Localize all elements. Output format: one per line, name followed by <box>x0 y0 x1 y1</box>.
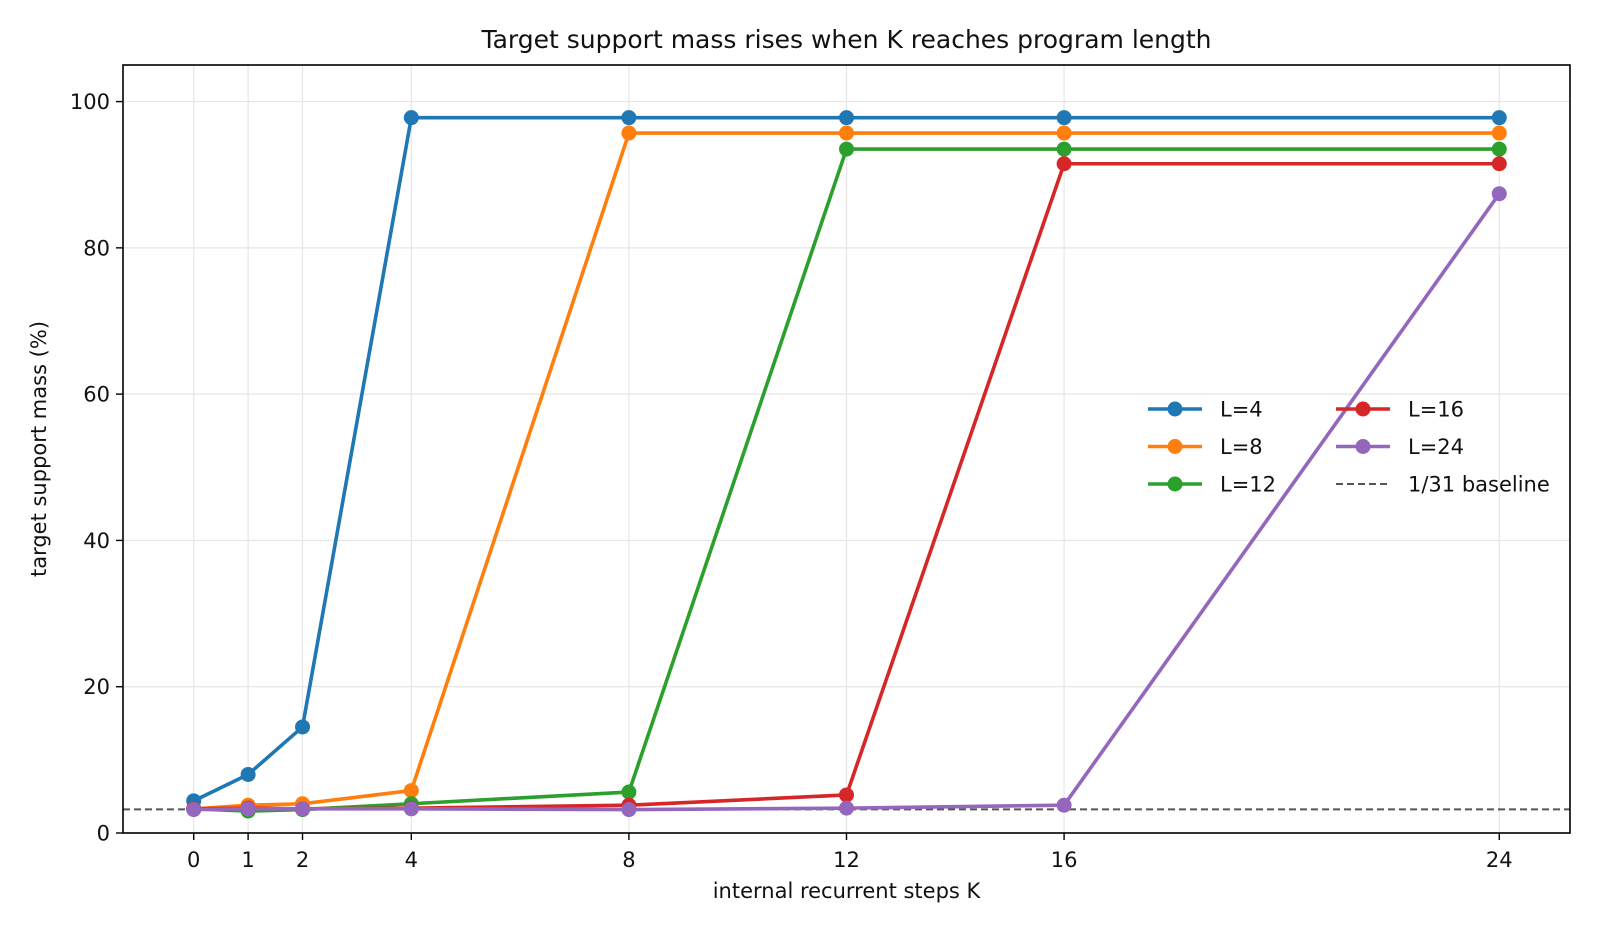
y-tick-label: 100 <box>70 90 110 114</box>
x-tick-label: 12 <box>833 848 860 872</box>
legend-marker <box>1355 439 1371 454</box>
chart-title: Target support mass rises when K reaches… <box>480 25 1211 54</box>
legend-item: L=12 <box>1148 473 1276 497</box>
legend-marker <box>1167 476 1183 492</box>
series-line <box>191 115 1502 803</box>
x-axis-label: internal recurrent steps K <box>713 879 982 903</box>
data-point <box>1491 141 1507 157</box>
data-point <box>186 802 202 818</box>
legend-label: 1/31 baseline <box>1408 473 1550 497</box>
series-l-24 <box>186 186 1507 818</box>
data-point <box>295 801 311 817</box>
data-point <box>403 783 419 799</box>
data-point <box>1491 125 1507 141</box>
data-point <box>839 141 854 157</box>
data-point <box>621 784 637 800</box>
data-point <box>621 125 637 141</box>
data-point <box>1056 141 1072 157</box>
x-tick-label: 24 <box>1486 848 1513 872</box>
data-point <box>839 800 854 816</box>
series-line <box>191 191 1502 812</box>
legend-marker <box>1355 401 1371 417</box>
data-point <box>1491 186 1507 202</box>
x-tick-label: 4 <box>405 848 418 872</box>
series-l-4 <box>186 110 1507 809</box>
legend-label: L=16 <box>1408 398 1464 422</box>
y-tick-label: 40 <box>83 529 110 553</box>
y-tick-label: 20 <box>83 675 110 699</box>
x-tick-label: 1 <box>241 848 254 872</box>
data-point <box>1056 125 1072 141</box>
x-tick-label: 16 <box>1051 848 1078 872</box>
legend: L=4 L=8 L=12 L=16 L=24 1/31 baseline <box>1148 398 1550 497</box>
data-point <box>1056 797 1072 813</box>
data-point <box>621 110 637 126</box>
legend-item: 1/31 baseline <box>1336 473 1550 497</box>
y-tick-label: 80 <box>83 236 110 260</box>
data-point <box>1056 156 1072 172</box>
data-point <box>240 801 256 817</box>
x-tick-label: 8 <box>622 848 635 872</box>
data-point <box>621 802 637 818</box>
legend-item: L=4 <box>1148 398 1263 422</box>
data-point <box>839 125 854 141</box>
legend-label: L=8 <box>1220 435 1263 459</box>
data-point <box>295 719 311 735</box>
series-layer <box>186 110 1507 819</box>
x-tick-label: 2 <box>296 848 309 872</box>
data-point <box>403 110 419 126</box>
legend-label: L=4 <box>1220 398 1263 422</box>
y-tick-label: 60 <box>83 383 110 407</box>
legend-item: L=24 <box>1336 435 1464 459</box>
legend-marker <box>1167 401 1183 417</box>
data-point <box>1056 110 1072 126</box>
x-tick-label: 0 <box>187 848 200 872</box>
series-line <box>191 131 1502 811</box>
data-point <box>839 787 854 803</box>
legend-label: L=24 <box>1408 435 1464 459</box>
y-axis-label: target support mass (%) <box>27 321 51 577</box>
data-point <box>1491 156 1507 172</box>
data-point <box>403 801 419 817</box>
legend-item: L=8 <box>1148 435 1263 459</box>
data-point <box>839 110 854 126</box>
legend-item: L=16 <box>1336 398 1464 422</box>
data-point <box>240 766 256 782</box>
legend-label: L=12 <box>1220 473 1276 497</box>
series-line <box>191 147 1502 813</box>
y-tick-label: 0 <box>97 822 110 846</box>
legend-marker <box>1167 439 1183 454</box>
data-point <box>1491 110 1507 126</box>
